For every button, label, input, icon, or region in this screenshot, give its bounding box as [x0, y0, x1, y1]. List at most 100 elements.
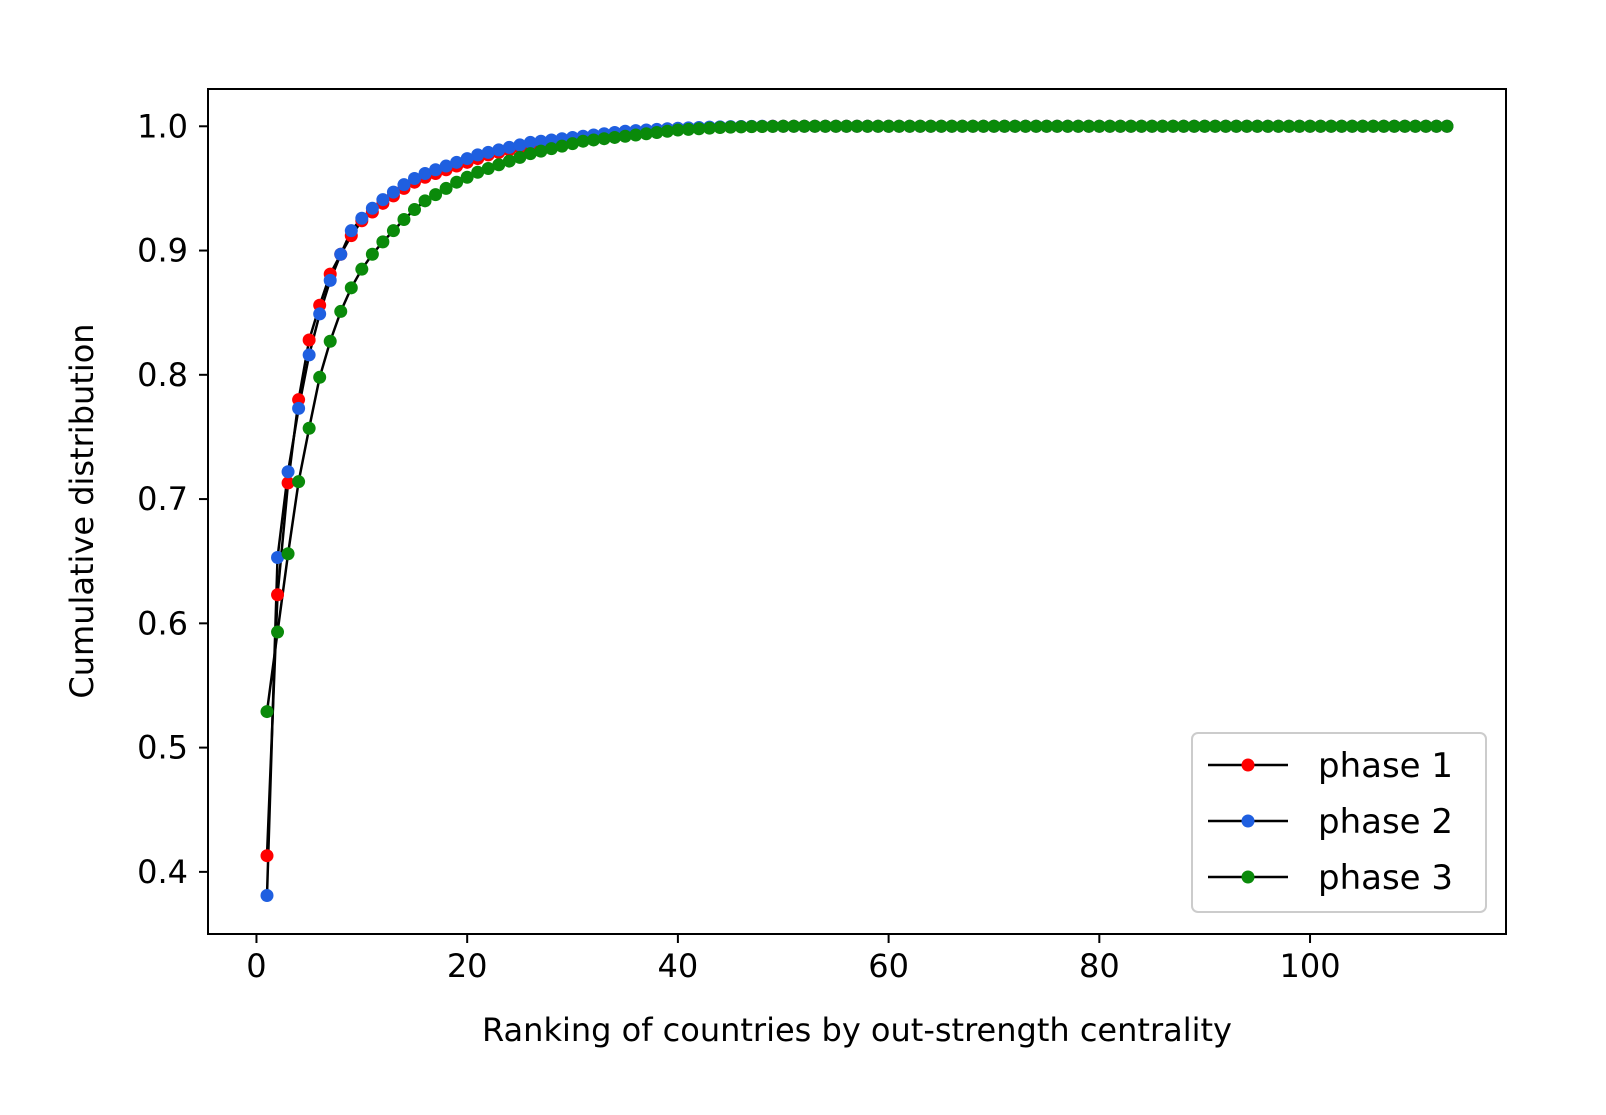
data-point-phase-3 [1177, 119, 1191, 133]
data-point-phase-3 [766, 119, 780, 133]
plot-frame [207, 88, 1507, 935]
data-point-phase-3 [924, 119, 938, 133]
data-point-phase-2 [418, 167, 432, 180]
data-point-phase-3 [566, 137, 580, 151]
data-point-phase-3 [302, 421, 316, 435]
data-point-phase-3 [1387, 119, 1401, 133]
x-tick-label: 0 [246, 947, 266, 985]
data-point-phase-3 [755, 120, 769, 134]
data-point-phase-2 [334, 247, 348, 261]
data-point-phase-3 [1082, 119, 1096, 133]
data-point-phase-2 [502, 140, 516, 154]
data-point-phase-3 [271, 625, 285, 639]
data-point-phase-3 [460, 170, 474, 184]
data-point-phase-2 [260, 888, 274, 902]
data-point-phase-3 [724, 120, 738, 134]
y-tick-label: 0.6 [137, 604, 188, 642]
data-point-phase-2 [523, 135, 537, 149]
data-point-phase-3 [1366, 119, 1380, 133]
data-point-phase-2 [534, 134, 548, 148]
data-point-phase-2 [281, 465, 295, 479]
data-point-phase-3 [934, 119, 948, 133]
data-point-phase-3 [734, 120, 748, 134]
y-tick-label: 0.7 [137, 480, 188, 518]
data-point-phase-2 [460, 152, 474, 166]
data-point-phase-3 [1398, 119, 1412, 133]
data-point-phase-3 [1314, 119, 1328, 133]
data-point-phase-3 [850, 119, 864, 133]
data-point-phase-3 [1282, 119, 1296, 133]
legend: phase 1 phase 2 phase 3 [1191, 732, 1487, 913]
data-point-phase-3 [502, 154, 516, 168]
data-point-phase-3 [1408, 119, 1422, 133]
legend-box [1191, 732, 1487, 913]
x-axis-label: Ranking of countries by out-strength cen… [482, 1011, 1232, 1049]
data-point-phase-3 [1113, 119, 1127, 133]
data-point-phase-3 [523, 147, 537, 161]
data-point-phase-3 [544, 142, 558, 156]
data-point-phase-3 [418, 194, 432, 208]
data-point-phase-2 [271, 550, 285, 564]
data-point-phase-3 [1293, 119, 1306, 133]
data-point-phase-3 [1271, 119, 1285, 133]
data-point-phase-3 [313, 370, 327, 384]
y-tick-label: 1.0 [137, 107, 188, 145]
data-point-phase-3 [966, 119, 980, 133]
data-point-phase-2 [450, 155, 464, 169]
data-point-phase-3 [713, 121, 727, 135]
data-point-phase-3 [376, 235, 390, 249]
x-axis-ticks: 0 20 40 60 80 100 [246, 934, 1341, 985]
data-point-phase-3 [1029, 119, 1043, 133]
legend-label: phase 3 [1318, 858, 1453, 898]
data-point-phase-3 [998, 119, 1011, 133]
data-point-phase-3 [1261, 119, 1275, 133]
data-point-phase-3 [1440, 119, 1454, 133]
data-point-phase-3 [386, 224, 400, 238]
data-point-phase-3 [839, 119, 853, 133]
data-point-phase-3 [555, 139, 569, 153]
x-tick-label: 20 [447, 947, 488, 985]
data-point-phase-3 [987, 119, 1001, 133]
data-point-phase-3 [439, 181, 453, 195]
data-point-phase-3 [260, 705, 274, 719]
x-tick-label: 100 [1279, 947, 1340, 985]
y-tick-label: 0.9 [137, 232, 188, 270]
data-point-phase-3 [618, 129, 632, 143]
data-point-phase-3 [1324, 119, 1338, 133]
data-point-phase-3 [1008, 119, 1022, 133]
data-point-phase-3 [976, 119, 990, 133]
data-point-phase-2 [471, 148, 485, 162]
data-point-phase-3 [1219, 119, 1233, 133]
data-point-phase-3 [1134, 119, 1148, 133]
data-point-phase-3 [1345, 119, 1359, 133]
y-tick-label: 0.5 [137, 729, 188, 767]
data-point-phase-3 [1092, 119, 1106, 133]
y-tick-label: 0.4 [137, 853, 188, 891]
y-axis-ticks: 0.4 0.5 0.6 0.7 0.8 0.9 1.0 [137, 107, 208, 891]
data-point-phase-3 [1040, 119, 1054, 133]
data-point-phase-3 [1050, 119, 1064, 133]
data-point-phase-3 [1198, 119, 1212, 133]
data-point-phase-3 [660, 124, 674, 138]
x-tick-label: 40 [658, 947, 699, 985]
data-point-phase-1 [281, 476, 295, 490]
data-point-phase-3 [1019, 119, 1033, 133]
data-point-phase-2 [408, 171, 421, 185]
data-point-phase-3 [408, 203, 421, 217]
plot-marks [260, 119, 1454, 902]
data-point-phase-2 [386, 185, 400, 199]
data-point-phase-2 [355, 211, 369, 225]
data-point-phase-3 [1240, 119, 1254, 133]
data-point-phase-3 [365, 247, 379, 261]
x-tick-label: 80 [1079, 947, 1120, 985]
data-point-phase-3 [576, 134, 590, 148]
data-point-phase-3 [1145, 119, 1159, 133]
data-point-phase-3 [597, 132, 611, 146]
data-point-phase-3 [692, 122, 706, 136]
data-point-phase-3 [608, 130, 622, 144]
data-point-phase-3 [1208, 119, 1222, 133]
data-point-phase-3 [745, 120, 759, 134]
x-tick-label: 60 [868, 947, 909, 985]
data-point-phase-3 [1419, 119, 1433, 133]
